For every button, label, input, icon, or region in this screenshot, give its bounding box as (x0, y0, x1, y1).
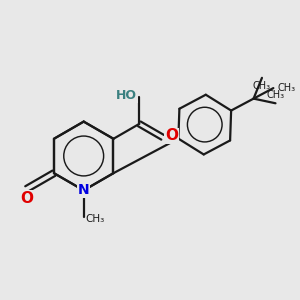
Text: CH₃: CH₃ (253, 81, 271, 91)
Text: CH₃: CH₃ (266, 90, 285, 100)
Text: O: O (20, 191, 33, 206)
Text: O: O (165, 128, 178, 143)
Text: N: N (78, 183, 89, 197)
Text: HO: HO (116, 89, 137, 102)
Text: CH₃: CH₃ (85, 214, 104, 224)
Text: CH₃: CH₃ (278, 83, 296, 93)
